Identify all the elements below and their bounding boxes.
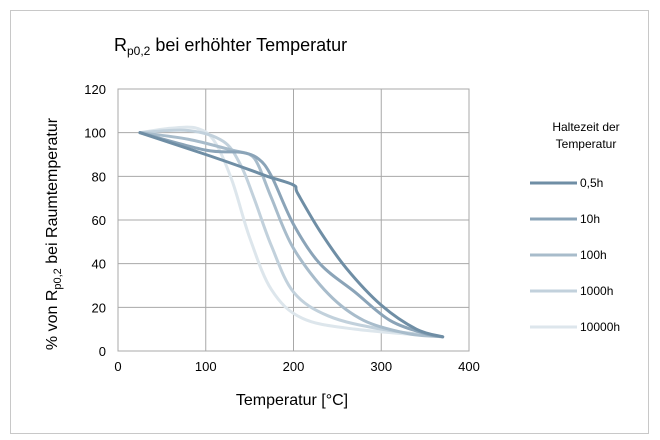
legend-label: 10000h: [580, 320, 620, 334]
series-line-10000h: [138, 125, 445, 339]
series-lines: [138, 125, 445, 339]
y-tick-label: 40: [92, 257, 106, 272]
series-line-1000h: [138, 128, 445, 339]
x-tick-label: 100: [195, 359, 217, 374]
x-tick-label: 400: [458, 359, 480, 374]
chart-frame: Rp0,2 bei erhöhter Temperatur 0 100 200 300…: [10, 10, 649, 434]
y-axis-label: % von Rp0,2 bei Raumtemperatur: [44, 117, 64, 350]
grid: [117, 88, 470, 352]
y-tick-label: 20: [92, 300, 106, 315]
x-axis-label: Temperatur [°C]: [236, 392, 348, 409]
y-tick-label: 0: [99, 344, 106, 359]
y-tick-label: 100: [84, 126, 106, 141]
x-tick-label: 0: [114, 359, 121, 374]
legend-label: 1000h: [580, 284, 613, 298]
legend: Haltezeit der Temperatur 0,5h 10h 100h 1000…: [530, 120, 620, 334]
legend-label: 0,5h: [580, 176, 603, 190]
legend-title-line1: Haltezeit der: [552, 120, 619, 134]
legend-label: 100h: [580, 248, 607, 262]
series-line-10h: [138, 131, 445, 339]
series-line-0,5h: [138, 131, 445, 339]
y-tick-label: 80: [92, 169, 106, 184]
chart-title: Rp0,2 bei erhöhter Temperatur: [114, 35, 347, 58]
x-tick-label: 200: [283, 359, 305, 374]
y-tick-label: 60: [92, 213, 106, 228]
tick-labels: 0 100 200 300 400 0 20 40 60 80 100 120: [84, 82, 480, 374]
legend-title-line2: Temperatur: [556, 137, 617, 151]
series-line-100h: [138, 131, 445, 339]
x-tick-label: 300: [370, 359, 392, 374]
legend-label: 10h: [580, 212, 600, 226]
y-tick-label: 120: [84, 82, 106, 97]
chart-svg: Rp0,2 bei erhöhter Temperatur 0 100 200 300…: [44, 35, 620, 409]
